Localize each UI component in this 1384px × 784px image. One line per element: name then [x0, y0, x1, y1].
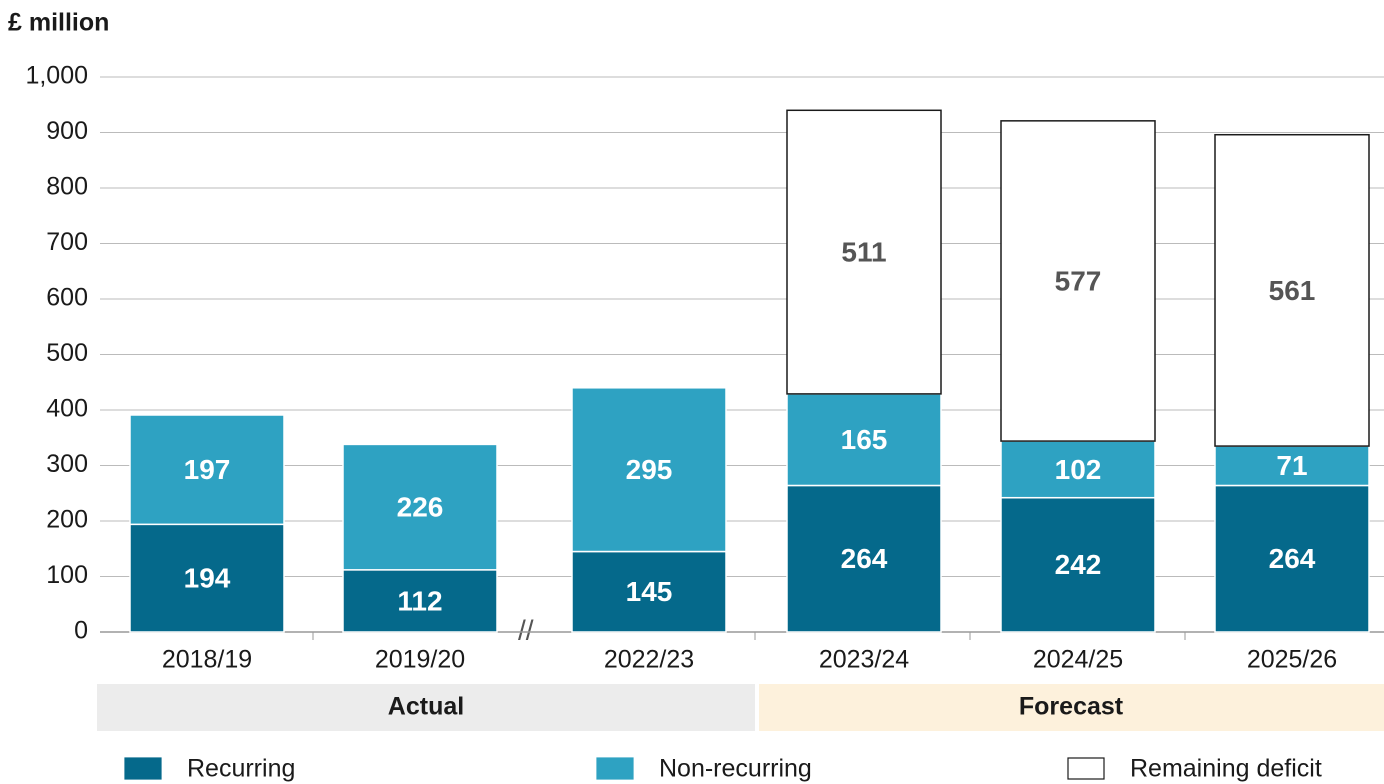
- x-tick-label: 2024/25: [1033, 646, 1123, 674]
- bar-segment: [786, 393, 942, 487]
- axis-break: //: [518, 614, 534, 645]
- bar-segment: [571, 550, 727, 633]
- x-tick-label: 2025/26: [1247, 646, 1337, 674]
- y-axis-label: £ million: [8, 9, 109, 37]
- data-label: 264: [1269, 543, 1316, 574]
- bar-segment: [129, 523, 285, 633]
- bar-segment: [1000, 120, 1156, 442]
- data-label: 295: [626, 454, 673, 485]
- data-label: 194: [184, 563, 231, 594]
- y-tick-label: 800: [46, 173, 88, 201]
- y-tick-label: 600: [46, 284, 88, 312]
- x-tick-label: 2019/20: [375, 646, 465, 674]
- data-label: 197: [184, 454, 231, 485]
- y-tick-label: 1,000: [25, 62, 88, 90]
- group-label: Actual: [388, 693, 464, 721]
- y-tick-label: 900: [46, 117, 88, 145]
- bar-segment: [1214, 133, 1370, 447]
- data-label: 71: [1276, 450, 1307, 481]
- data-label: 561: [1269, 275, 1316, 306]
- legend-swatch: [1067, 757, 1105, 780]
- legend-label: Recurring: [187, 755, 295, 783]
- y-tick-label: 300: [46, 450, 88, 478]
- y-tick-label: 0: [74, 617, 88, 645]
- bar-segment: [786, 484, 942, 633]
- data-label: 165: [841, 424, 888, 455]
- bar-segment: [129, 414, 285, 526]
- x-tick-label: 2022/23: [604, 646, 694, 674]
- data-label: 242: [1055, 549, 1102, 580]
- data-label: 112: [397, 585, 442, 616]
- data-label: 102: [1055, 454, 1102, 485]
- forecast-band: [759, 684, 1384, 731]
- x-tick-label: 2023/24: [819, 646, 909, 674]
- data-label: 226: [397, 492, 444, 523]
- actual-band: [97, 684, 755, 731]
- data-label: 577: [1055, 265, 1102, 296]
- legend-label: Non-recurring: [659, 755, 812, 783]
- bar-segment: [1000, 496, 1156, 633]
- y-tick-label: 400: [46, 395, 88, 423]
- legend-swatch: [596, 757, 634, 780]
- data-label: 511: [841, 236, 886, 267]
- data-label: 145: [626, 576, 673, 607]
- bar-segment: [1214, 445, 1370, 487]
- y-tick-label: 500: [46, 339, 88, 367]
- y-tick-label: 700: [46, 228, 88, 256]
- legend-swatch: [124, 757, 162, 780]
- bar-segment: [571, 387, 727, 553]
- y-tick-label: 100: [46, 561, 88, 589]
- x-tick-label: 2018/19: [162, 646, 252, 674]
- legend-label: Remaining deficit: [1130, 755, 1322, 783]
- group-label: Forecast: [1019, 693, 1124, 721]
- bar-segment: [786, 109, 942, 395]
- bar-segment: [342, 443, 498, 571]
- y-tick-label: 200: [46, 506, 88, 534]
- data-label: 264: [841, 543, 888, 574]
